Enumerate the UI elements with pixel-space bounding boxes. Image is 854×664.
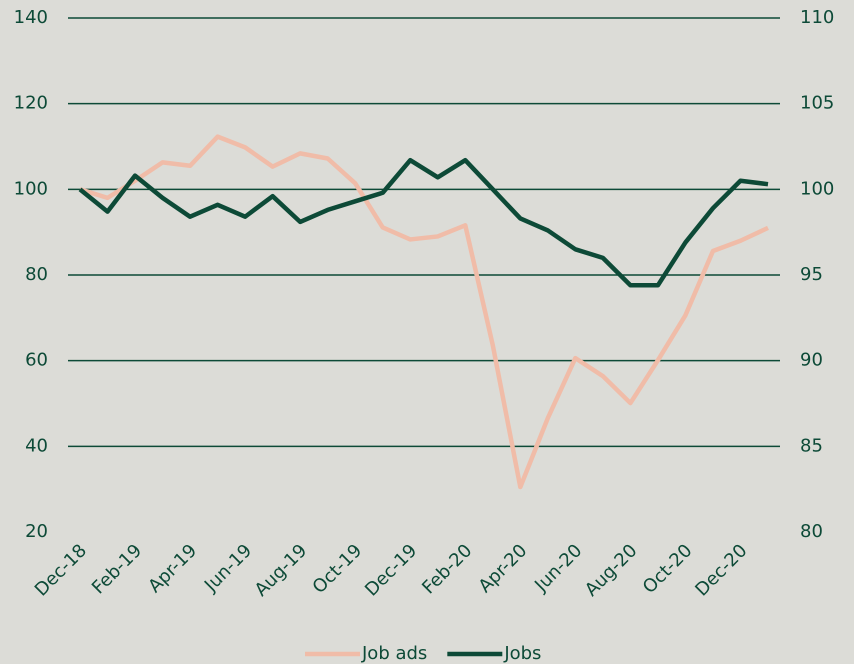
y2-tick-label: 85	[800, 435, 823, 456]
x-tick-label: Oct-20	[639, 540, 697, 598]
y-tick-label: 60	[25, 350, 48, 371]
x-tick-label: Aug-19	[251, 540, 311, 600]
y2-tick-label: 80	[800, 521, 823, 542]
line-series	[78, 157, 769, 288]
y2-tick-label: 100	[800, 178, 834, 199]
y-tick-label: 120	[14, 93, 48, 114]
x-tick-label: Dec-19	[361, 540, 421, 600]
y-tick-label: 140	[14, 7, 48, 28]
y-tick-label: 20	[25, 521, 48, 542]
x-tick-label: Feb-19	[88, 540, 146, 598]
line-series	[79, 134, 769, 490]
y2-tick-label: 95	[800, 264, 823, 285]
legend-label: Jobs	[503, 643, 541, 664]
y-tick-label: 100	[14, 178, 48, 199]
y-tick-label: 40	[25, 435, 48, 456]
x-tick-label: Aug-20	[581, 540, 641, 600]
y2-tick-label: 110	[800, 7, 834, 28]
x-tick-label: Dec-20	[691, 540, 751, 600]
y2-tick-label: 90	[800, 350, 823, 371]
x-tick-label: Apr-19	[144, 540, 201, 597]
x-tick-label: Jun-19	[200, 540, 256, 596]
x-tick-label: Jun-20	[530, 540, 586, 596]
x-tick-label: Dec-18	[31, 540, 91, 600]
x-tick-label: Apr-20	[475, 540, 532, 597]
x-tick-label: Oct-19	[309, 540, 367, 598]
x-tick-label: Feb-20	[418, 540, 476, 598]
y2-tick-label: 105	[800, 93, 834, 114]
y-tick-label: 80	[25, 264, 48, 285]
legend-label: Job ads	[361, 643, 427, 664]
